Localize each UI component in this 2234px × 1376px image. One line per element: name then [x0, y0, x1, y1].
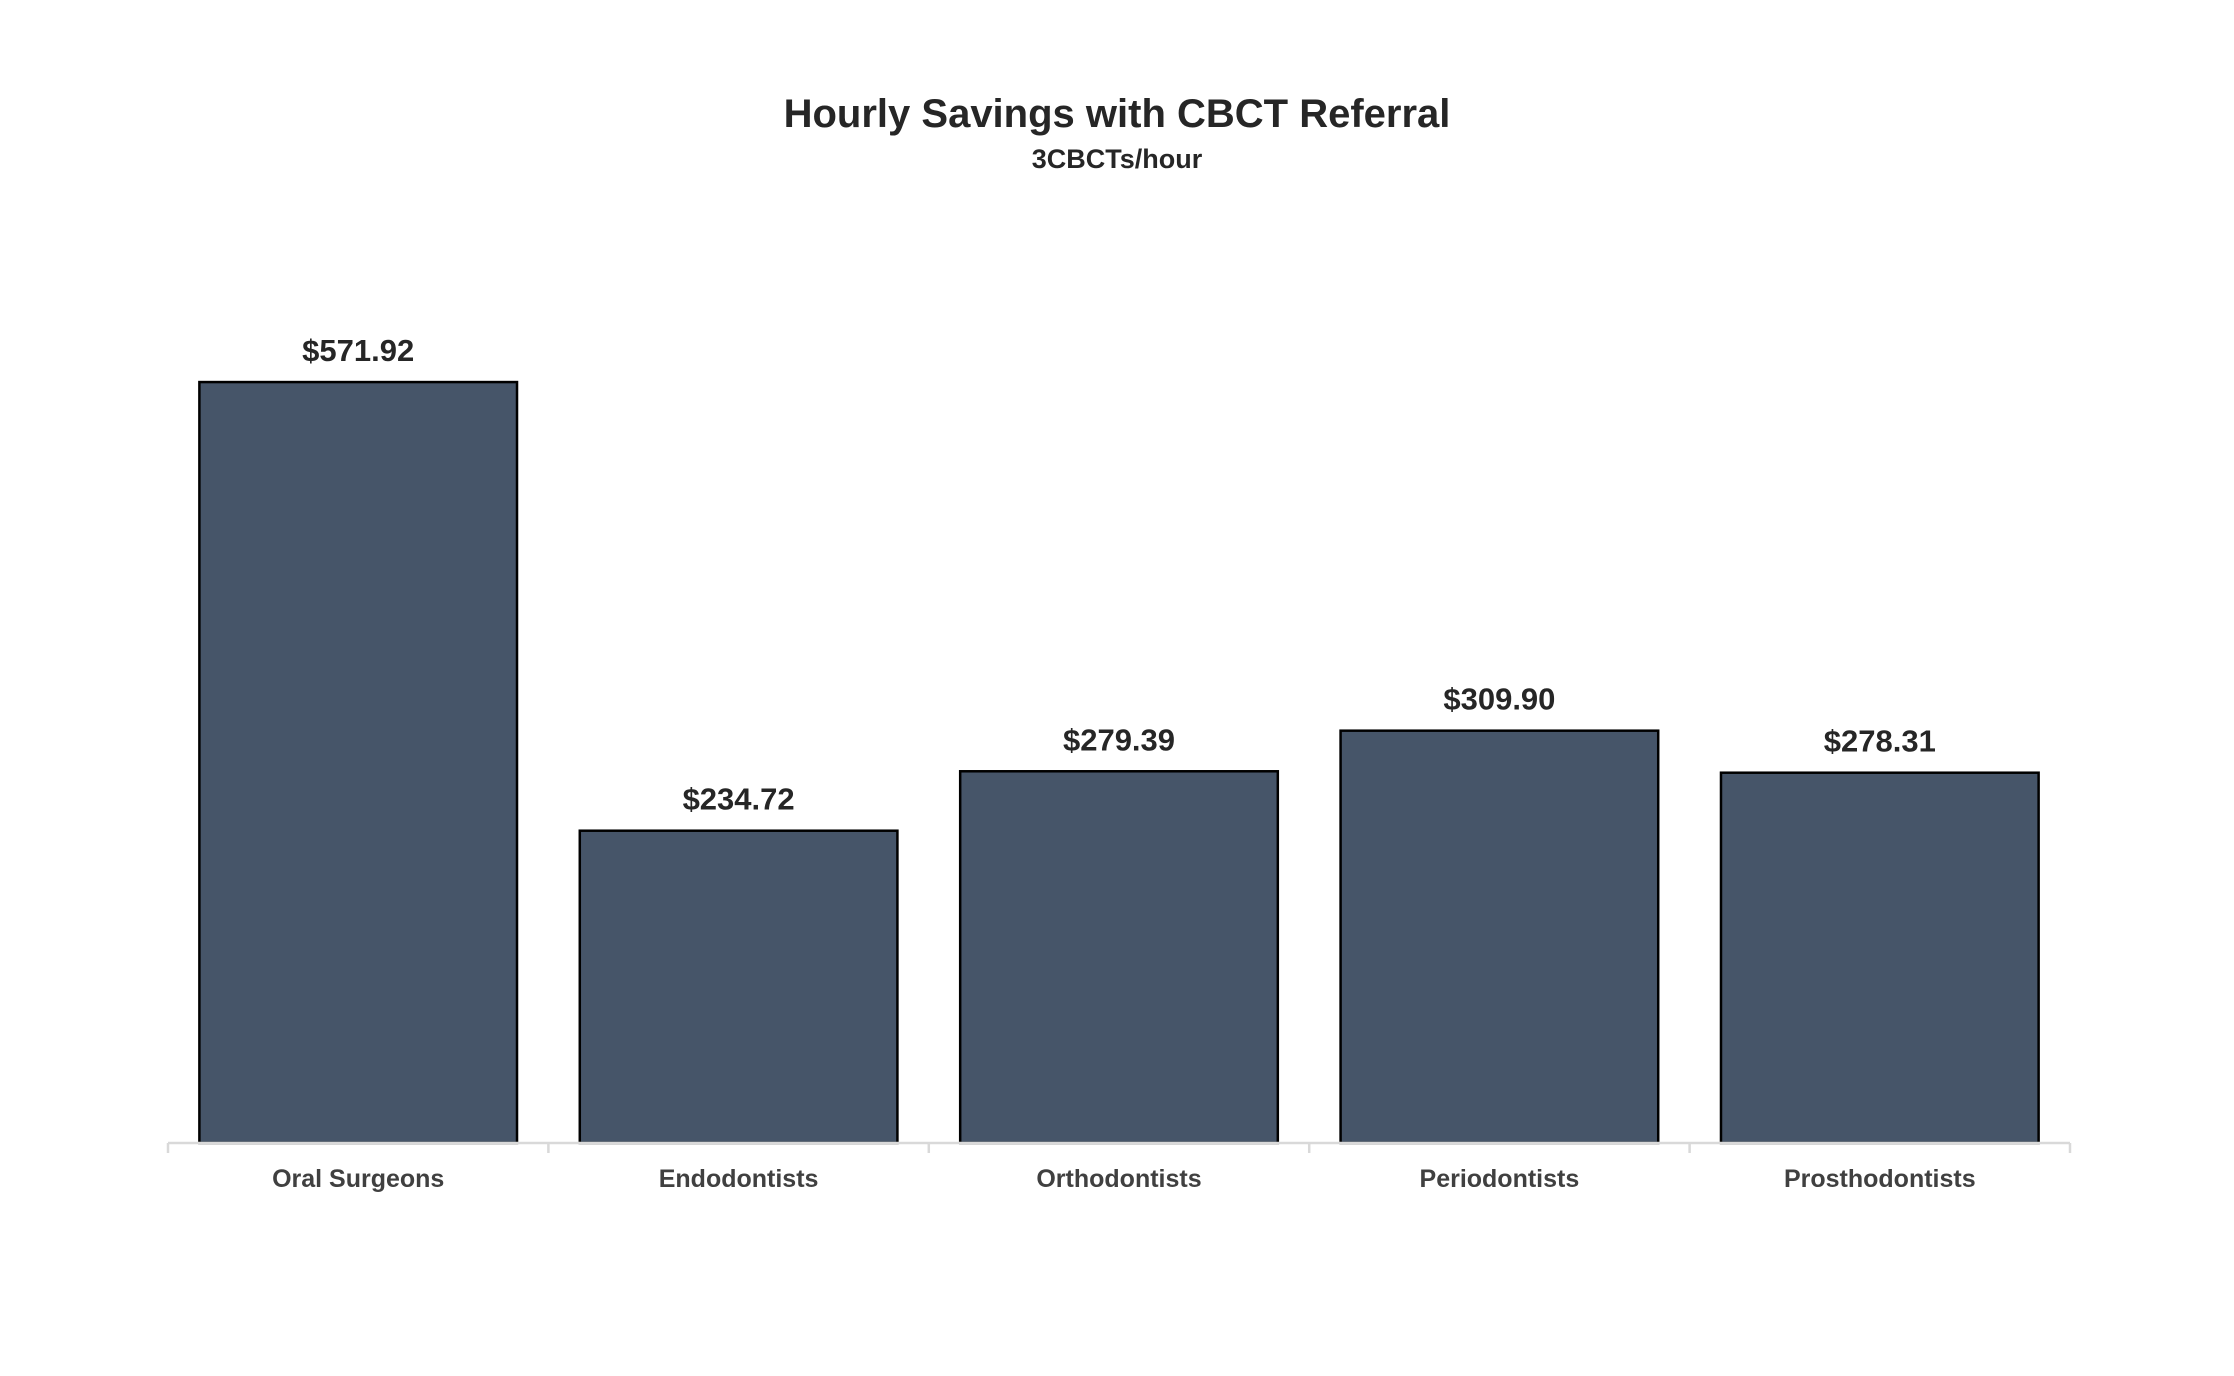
plot-area: $571.92 Oral Surgeons $234.72 Endodontists $…: [166, 333, 2072, 1193]
bar-oral-surgeons: [198, 380, 519, 1145]
data-label: $279.39: [1063, 722, 1175, 757]
data-label: $309.90: [1443, 682, 1555, 717]
x-tick-label: Periodontists: [1420, 1165, 1580, 1193]
bar-orthodontists: [958, 770, 1280, 1145]
chart-title: Hourly Savings with CBCT Referral: [784, 92, 1451, 136]
bar-endodontists: [578, 829, 899, 1145]
x-tick-label: Prosthodontists: [1784, 1165, 1976, 1193]
data-label: $571.92: [302, 333, 414, 368]
data-label: $278.31: [1824, 724, 1936, 759]
x-tick-label: Orthodontists: [1036, 1165, 1201, 1193]
chart-subtitle: 3CBCTs/hour: [1032, 144, 1203, 174]
bar-prosthodontists: [1719, 771, 2040, 1145]
x-tick-label: Endodontists: [659, 1165, 819, 1193]
data-label: $234.72: [683, 782, 795, 817]
bar-periodontists: [1339, 729, 1660, 1145]
x-tick-label: Oral Surgeons: [272, 1165, 444, 1193]
